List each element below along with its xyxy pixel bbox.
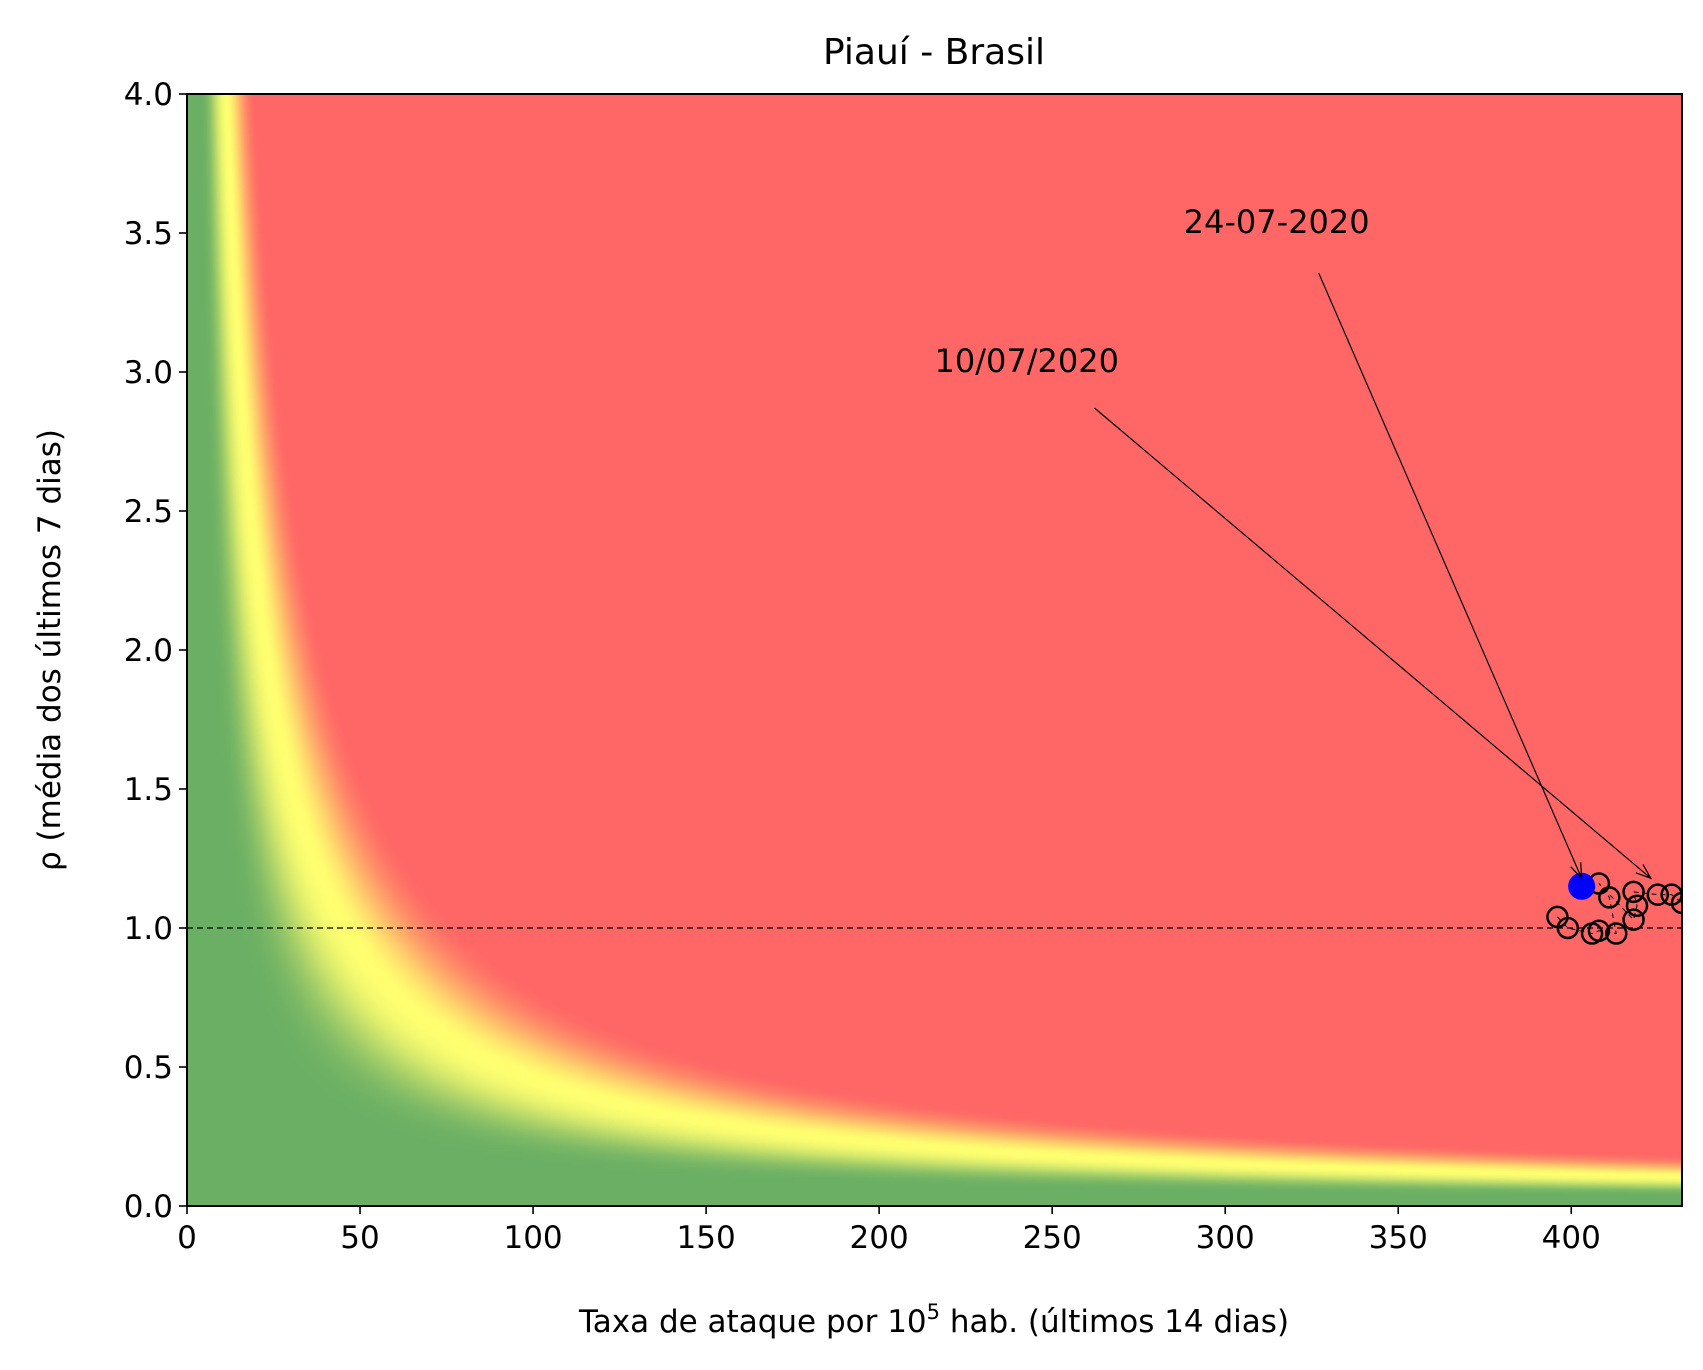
data-point-open	[1622, 880, 1645, 904]
data-point-open	[1587, 919, 1611, 943]
x-tick-label: 350	[1369, 1220, 1428, 1256]
risk-heatmap-background	[187, 94, 1682, 1206]
x-axis-label-suffix: hab. (últimos 14 dias)	[940, 1304, 1289, 1340]
x-axis-label-superscript: 5	[927, 1300, 940, 1324]
y-axis: 0.0 0.5 1.0 1.5 2.0 2.5 3.0 3.5 4.0	[124, 77, 187, 1225]
x-axis: 0 50 100 150 200 250 300 350 400	[177, 1206, 1601, 1256]
y-tick-label: 1.5	[124, 772, 173, 808]
data-point-open	[1625, 894, 1649, 918]
x-axis-label-prefix: Taxa de ataque por 10	[578, 1304, 927, 1340]
x-tick-label: 0	[177, 1220, 197, 1256]
chart-title: Piauí - Brasil	[823, 32, 1045, 73]
x-axis-label: Taxa de ataque por 105 hab. (últimos 14 …	[578, 1300, 1289, 1340]
x-tick-label: 250	[1023, 1220, 1082, 1256]
x-tick-label: 300	[1196, 1220, 1255, 1256]
data-point-open	[1670, 891, 1682, 915]
y-tick-label: 2.5	[124, 494, 173, 530]
data-point-open	[1622, 908, 1645, 931]
x-tick-label: 400	[1542, 1220, 1601, 1256]
data-point-open	[1646, 883, 1670, 906]
y-tick-label: 0.5	[124, 1050, 173, 1086]
annotation-arrow-2	[1318, 272, 1583, 879]
x-tick-label: 200	[850, 1220, 909, 1256]
data-point-open	[1556, 916, 1580, 940]
plot-area	[187, 872, 1682, 945]
y-tick-label: 3.5	[124, 216, 173, 252]
y-tick-label: 2.0	[124, 633, 173, 669]
annotation-label-1: 10/07/2020	[935, 342, 1119, 380]
annotation-arrowhead-1	[1635, 864, 1653, 880]
y-tick-label: 0.0	[124, 1189, 173, 1225]
y-tick-label: 3.0	[124, 355, 173, 391]
y-tick-label: 4.0	[124, 77, 173, 113]
annotation-label-2: 24-07-2020	[1184, 203, 1370, 241]
x-tick-label: 100	[503, 1220, 562, 1256]
data-point-open	[1604, 922, 1628, 945]
y-axis-label: ρ (média dos últimos 7 dias)	[32, 429, 68, 871]
y-tick-label: 1.0	[124, 911, 173, 947]
annotation-arrow-1	[1094, 407, 1652, 879]
annotation-arrowhead-2	[1570, 862, 1583, 880]
trajectory-line	[1557, 883, 1682, 935]
x-tick-label: 150	[677, 1220, 736, 1256]
x-tick-label: 50	[340, 1220, 379, 1256]
